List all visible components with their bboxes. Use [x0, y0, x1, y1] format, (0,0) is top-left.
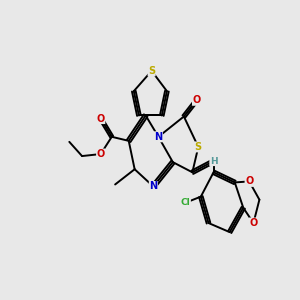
Text: O: O [245, 176, 253, 186]
Text: S: S [195, 142, 202, 152]
Text: N: N [149, 182, 158, 191]
Text: O: O [249, 218, 258, 228]
Text: H: H [210, 157, 218, 166]
Text: Cl: Cl [181, 198, 190, 207]
Text: N: N [154, 132, 163, 142]
Text: O: O [97, 149, 105, 159]
Text: O: O [97, 113, 105, 124]
Text: O: O [193, 95, 201, 105]
Text: S: S [148, 66, 155, 76]
